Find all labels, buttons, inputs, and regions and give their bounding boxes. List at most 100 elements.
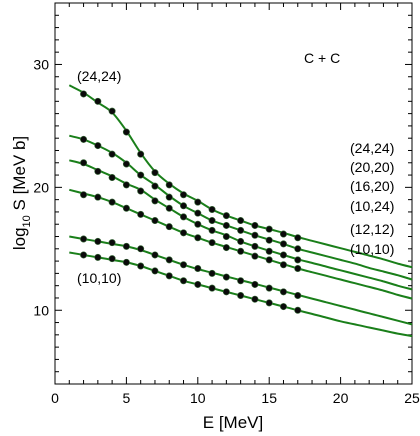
data-point-2 bbox=[194, 220, 202, 228]
data-point-0 bbox=[122, 128, 130, 136]
data-point-4 bbox=[94, 237, 102, 245]
data-point-2 bbox=[151, 197, 159, 205]
right-label-12-12: (12,12) bbox=[350, 221, 394, 237]
data-point-2 bbox=[180, 213, 188, 221]
data-point-5 bbox=[80, 251, 88, 259]
right-label-20-20: (20,20) bbox=[350, 159, 394, 175]
data-point-2 bbox=[108, 174, 116, 182]
data-point-2 bbox=[237, 237, 245, 245]
data-point-4 bbox=[251, 280, 259, 288]
data-point-5 bbox=[251, 295, 259, 303]
x-tick-label: 25 bbox=[404, 390, 420, 406]
data-point-3 bbox=[122, 204, 130, 212]
data-point-3 bbox=[265, 256, 273, 264]
data-point-4 bbox=[194, 264, 202, 272]
data-point-2 bbox=[137, 187, 145, 195]
data-point-5 bbox=[265, 299, 273, 307]
data-point-1 bbox=[251, 231, 259, 239]
data-point-2 bbox=[294, 256, 302, 264]
data-point-5 bbox=[222, 288, 230, 296]
data-point-5 bbox=[279, 303, 287, 311]
data-point-4 bbox=[237, 277, 245, 285]
data-point-1 bbox=[151, 182, 159, 190]
data-point-0 bbox=[80, 90, 88, 98]
data-point-0 bbox=[294, 234, 302, 242]
data-point-5 bbox=[237, 292, 245, 300]
y-tick-label: 30 bbox=[33, 56, 49, 72]
y-axis-label: log10 S [MeV b] bbox=[10, 136, 33, 250]
y-axis-label-subscript: 10 bbox=[21, 215, 33, 227]
plot-frame bbox=[54, 2, 413, 385]
data-point-1 bbox=[265, 236, 273, 244]
data-point-0 bbox=[94, 97, 102, 105]
data-point-2 bbox=[222, 233, 230, 241]
data-point-0 bbox=[222, 212, 230, 220]
series-points bbox=[80, 90, 302, 314]
axis-ticks: 0 5 10 15 20 25 10 20 30 bbox=[33, 2, 420, 406]
data-point-2 bbox=[165, 204, 173, 212]
data-point-0 bbox=[208, 205, 216, 213]
x-axis-label: E [MeV] bbox=[203, 413, 263, 432]
top-curve-label: (24,24) bbox=[77, 68, 121, 84]
data-point-3 bbox=[251, 252, 259, 260]
data-point-4 bbox=[122, 242, 130, 250]
data-point-3 bbox=[222, 244, 230, 252]
y-axis-label-rest: S [MeV b] bbox=[10, 136, 29, 215]
data-point-3 bbox=[194, 234, 202, 242]
data-point-1 bbox=[165, 193, 173, 201]
data-point-4 bbox=[165, 256, 173, 264]
right-label-list: (24,24) (20,20) (16,20) (10,24) (12,12) … bbox=[350, 140, 394, 257]
data-point-0 bbox=[180, 191, 188, 199]
data-point-4 bbox=[222, 273, 230, 281]
x-tick-label: 20 bbox=[333, 390, 349, 406]
data-point-2 bbox=[208, 226, 216, 234]
data-point-5 bbox=[165, 272, 173, 280]
data-point-1 bbox=[180, 202, 188, 210]
data-point-0 bbox=[265, 225, 273, 233]
data-point-5 bbox=[122, 258, 130, 266]
x-tick-label: 5 bbox=[123, 390, 131, 406]
data-point-2 bbox=[251, 242, 259, 250]
data-point-0 bbox=[194, 198, 202, 206]
right-label-10-24: (10,24) bbox=[350, 198, 394, 214]
data-point-3 bbox=[165, 223, 173, 231]
right-label-10-10: (10,10) bbox=[350, 241, 394, 257]
data-point-1 bbox=[208, 217, 216, 225]
data-point-0 bbox=[251, 221, 259, 229]
data-point-3 bbox=[151, 217, 159, 225]
data-point-1 bbox=[237, 226, 245, 234]
data-point-1 bbox=[294, 245, 302, 253]
data-point-2 bbox=[94, 167, 102, 175]
data-point-4 bbox=[208, 269, 216, 277]
right-label-24-24: (24,24) bbox=[350, 140, 394, 156]
y-tick-label: 10 bbox=[33, 302, 49, 318]
data-point-5 bbox=[94, 253, 102, 261]
data-point-4 bbox=[180, 261, 188, 269]
data-point-4 bbox=[294, 292, 302, 300]
data-point-2 bbox=[122, 181, 130, 189]
data-point-4 bbox=[108, 239, 116, 247]
data-point-0 bbox=[151, 169, 159, 177]
system-label: C + C bbox=[304, 50, 340, 66]
data-point-0 bbox=[279, 230, 287, 238]
data-point-1 bbox=[137, 171, 145, 179]
data-point-4 bbox=[151, 251, 159, 259]
data-point-4 bbox=[137, 245, 145, 253]
data-point-1 bbox=[279, 240, 287, 248]
data-point-3 bbox=[237, 247, 245, 255]
data-point-0 bbox=[165, 181, 173, 189]
data-point-3 bbox=[108, 198, 116, 206]
data-point-5 bbox=[151, 267, 159, 275]
data-point-5 bbox=[180, 277, 188, 285]
data-point-0 bbox=[237, 217, 245, 225]
data-point-3 bbox=[279, 261, 287, 269]
data-point-1 bbox=[108, 150, 116, 158]
x-tick-label: 15 bbox=[261, 390, 277, 406]
data-point-3 bbox=[94, 193, 102, 201]
data-point-1 bbox=[94, 142, 102, 150]
data-point-1 bbox=[222, 221, 230, 229]
data-point-4 bbox=[80, 235, 88, 243]
data-point-3 bbox=[180, 229, 188, 237]
data-point-1 bbox=[122, 160, 130, 168]
right-label-16-20: (16,20) bbox=[350, 178, 394, 194]
